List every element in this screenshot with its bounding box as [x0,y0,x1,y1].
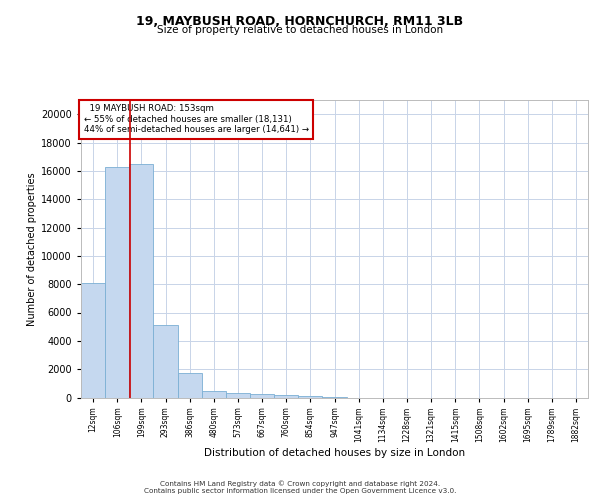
Text: 19 MAYBUSH ROAD: 153sqm
← 55% of detached houses are smaller (18,131)
44% of sem: 19 MAYBUSH ROAD: 153sqm ← 55% of detache… [83,104,308,134]
Bar [81,284,105,398]
Bar [226,392,250,398]
Bar [202,390,226,398]
Bar [105,166,129,398]
Bar [154,325,178,398]
Bar [298,396,322,398]
Bar [129,164,154,398]
Text: 19, MAYBUSH ROAD, HORNCHURCH, RM11 3LB: 19, MAYBUSH ROAD, HORNCHURCH, RM11 3LB [136,15,464,28]
Bar [322,396,347,398]
Text: Contains HM Land Registry data © Crown copyright and database right 2024.
Contai: Contains HM Land Registry data © Crown c… [144,480,456,494]
Bar [178,372,202,398]
Text: Size of property relative to detached houses in London: Size of property relative to detached ho… [157,25,443,35]
Bar [274,395,298,398]
Bar [250,394,274,398]
Y-axis label: Number of detached properties: Number of detached properties [27,172,37,326]
X-axis label: Distribution of detached houses by size in London: Distribution of detached houses by size … [204,448,465,458]
